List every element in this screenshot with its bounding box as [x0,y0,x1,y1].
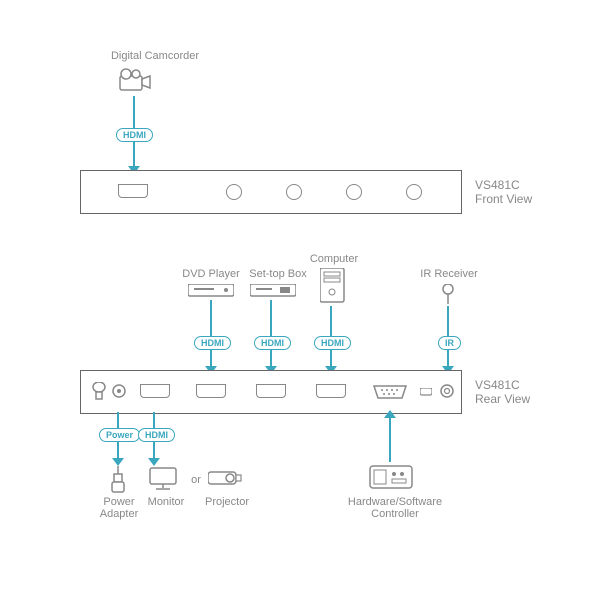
front-btn-1 [226,184,242,200]
front-hdmi-port [118,184,148,198]
power-badge: Power [99,428,140,442]
power-adapter-icon [110,466,126,494]
hdmi-badge-camcorder: HDMI [116,128,153,142]
projector-label: Projector [200,496,254,508]
rear-small [420,388,432,396]
arrow-dvd [210,300,212,370]
rear-view-label: VS481C Rear View [475,378,530,406]
power-adapter-text: Power Adapter [100,496,139,520]
arrowhead-power [112,458,124,466]
rear-hdmi-3 [316,384,346,398]
rear-hdmi-out [140,384,170,398]
stb-label: Set-top Box [238,268,318,280]
front-btn-2 [286,184,302,200]
monitor-icon [148,466,178,492]
front-view-label: VS481C Front View [475,178,532,206]
rear-view-text: VS481C Rear View [475,378,530,406]
arrowhead-hdmi-out [148,458,160,466]
camcorder-label: Digital Camcorder [100,50,210,62]
power-adapter-label: Power Adapter [96,496,142,520]
rear-hdmi-1 [196,384,226,398]
controller-icon [368,464,414,492]
arrow-controller [389,412,391,462]
rear-hdmi-2 [256,384,286,398]
camcorder-icon [118,68,154,94]
hdmi-badge-out: HDMI [138,428,175,442]
front-btn-3 [346,184,362,200]
front-view-text: VS481C Front View [475,178,532,206]
dvd-label: DVD Player [176,268,246,280]
rear-port-2 [112,384,126,398]
hdmi-badge-computer: HDMI [314,336,351,350]
computer-label: Computer [304,253,364,265]
stb-icon [250,284,296,298]
rear-port-1 [92,382,106,400]
ir-label: IR Receiver [414,268,484,280]
monitor-label: Monitor [144,496,188,508]
arrowhead-controller [384,410,396,418]
projector-icon [208,470,242,488]
controller-label: Hardware/Software Controller [340,496,450,520]
rear-ir-jack [440,384,454,398]
front-btn-4 [406,184,422,200]
ir-badge: IR [438,336,461,350]
ir-icon [441,284,455,304]
arrow-stb [270,300,272,370]
computer-icon [320,268,346,304]
rear-serial [372,384,408,400]
or-label: or [186,474,206,486]
hdmi-badge-dvd: HDMI [194,336,231,350]
dvd-icon [188,284,234,298]
hdmi-badge-stb: HDMI [254,336,291,350]
controller-text: Hardware/Software Controller [348,496,442,520]
